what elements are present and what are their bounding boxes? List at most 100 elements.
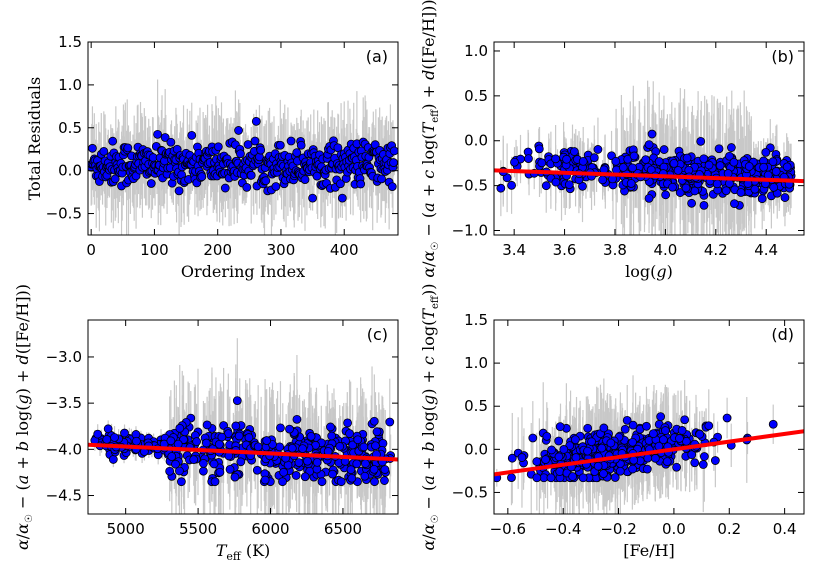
data-point	[677, 426, 687, 435]
data-point	[650, 453, 660, 463]
data-point	[675, 188, 685, 197]
data-point	[661, 426, 670, 435]
x-tick-label: 4.2	[704, 241, 728, 259]
data-point	[359, 442, 369, 452]
data-point	[727, 143, 736, 152]
data-point	[236, 457, 246, 467]
x-tick-label: −0.6	[490, 520, 526, 538]
data-point	[236, 149, 245, 159]
panel-label: (d)	[771, 325, 794, 344]
data-point	[759, 162, 769, 172]
data-point	[372, 427, 382, 437]
data-point	[132, 436, 141, 446]
data-point	[201, 438, 211, 448]
data-point	[243, 140, 253, 149]
y-tick-label: 0.0	[464, 132, 488, 150]
data-point	[532, 473, 542, 483]
data-point	[220, 183, 230, 193]
data-point	[176, 477, 186, 487]
data-point	[369, 416, 379, 426]
data-point	[335, 442, 345, 451]
data-point	[175, 423, 185, 433]
data-point	[587, 437, 597, 447]
data-point	[568, 472, 578, 481]
data-point	[294, 458, 304, 468]
x-tick-label: −0.2	[600, 520, 636, 538]
data-point	[704, 160, 714, 170]
data-point	[214, 439, 224, 449]
data-point	[555, 467, 565, 476]
data-point	[629, 455, 639, 465]
data-point	[303, 456, 312, 466]
data-point	[642, 421, 651, 431]
data-point	[654, 157, 664, 166]
data-point	[648, 429, 658, 439]
data-point	[153, 129, 162, 139]
data-point	[252, 465, 262, 475]
data-point	[569, 147, 579, 156]
data-point	[656, 412, 666, 422]
data-point	[198, 466, 208, 476]
data-point	[260, 475, 270, 485]
data-point	[578, 156, 588, 166]
data-point	[542, 431, 552, 441]
data-point	[547, 445, 556, 455]
data-point	[292, 414, 302, 424]
panel-d: −0.6 −0.4 −0.2 0.0 0.2 0.4 −0.5 0.0 0.5 1.0 1.5 (d)…	[419, 283, 805, 560]
data-point	[88, 143, 97, 153]
data-point	[250, 136, 260, 146]
data-point	[347, 473, 357, 483]
data-point	[242, 182, 252, 192]
data-point	[120, 428, 129, 438]
y-tick-label: −3.5	[46, 394, 82, 412]
data-point	[687, 198, 697, 208]
fit-line	[494, 429, 804, 477]
data-point	[108, 455, 118, 464]
data-point	[327, 431, 337, 441]
data-point	[570, 435, 580, 445]
x-tick-label: 400	[330, 241, 359, 259]
data-point	[675, 434, 684, 443]
x-axis-label: Teff (K)	[216, 541, 271, 563]
data-point	[546, 473, 556, 483]
data-point	[348, 440, 358, 450]
plot-frame	[87, 319, 399, 515]
y-tick-label: −0.5	[452, 483, 488, 501]
data-point	[369, 464, 379, 474]
data-point	[699, 200, 709, 210]
data-point	[771, 167, 781, 176]
data-point	[672, 462, 681, 472]
data-point	[346, 465, 356, 475]
data-point	[744, 161, 754, 171]
data-point	[715, 161, 725, 170]
data-point	[370, 477, 379, 487]
data-points	[494, 412, 778, 483]
data-point	[768, 157, 778, 167]
data-point	[275, 140, 285, 150]
data-point	[659, 145, 669, 154]
data-point	[554, 452, 564, 462]
data-point	[730, 199, 739, 209]
data-point	[187, 131, 197, 140]
data-point	[710, 456, 720, 465]
x-tick-label: 5500	[179, 520, 217, 538]
data-point	[626, 179, 636, 188]
data-point	[261, 176, 271, 186]
y-axis-label: α/α☉ − (a + c log(Teff) + d([Fe/H]))	[419, 0, 441, 278]
y-tick-label: −1.0	[452, 222, 488, 240]
data-point	[175, 466, 184, 476]
data-point	[306, 431, 316, 441]
data-point	[551, 154, 561, 164]
data-point	[287, 443, 297, 453]
x-tick-label: 3.8	[603, 241, 627, 259]
data-point	[387, 182, 397, 192]
data-point	[722, 413, 732, 423]
data-point	[110, 174, 120, 184]
data-point	[622, 415, 632, 425]
data-point	[312, 171, 322, 181]
data-point	[296, 140, 306, 150]
data-point	[202, 420, 212, 430]
panel-label: (b)	[771, 47, 794, 66]
data-point	[642, 464, 652, 474]
data-point	[761, 147, 771, 157]
